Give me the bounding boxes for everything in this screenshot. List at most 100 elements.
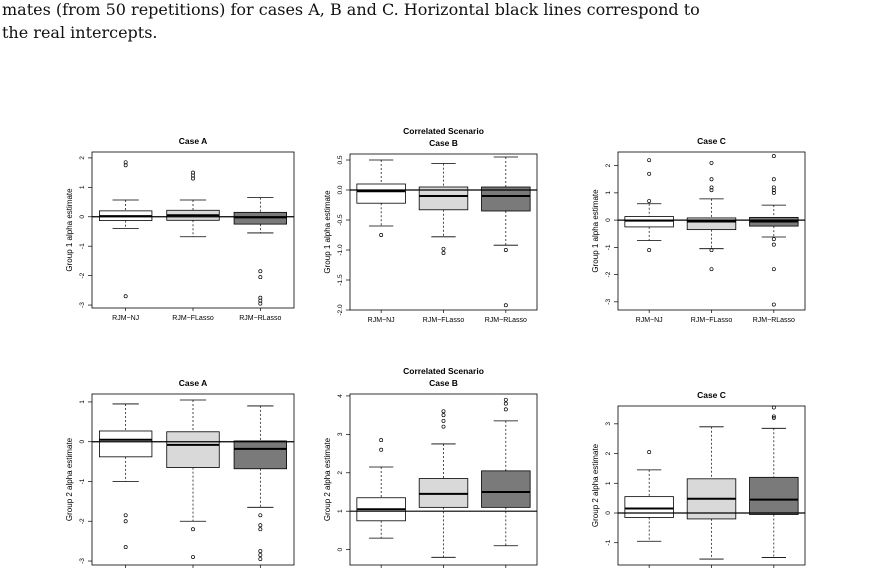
panel-5-outlier-1-3 (441, 409, 446, 414)
panel-3-outlier-0-1 (647, 199, 652, 203)
panel-6-outlier-2-1 (771, 414, 776, 419)
panel-1-x-tick-label-0: RJM−NJ (112, 315, 139, 322)
panel-3-y-tick-label-1: -2 (605, 271, 612, 277)
panel-2-y-axis-label: Group 1 alpha estimate (323, 190, 332, 274)
panel-3-y-tick-label-0: -3 (605, 299, 612, 305)
panel-6-y-tick-label-4: 3 (605, 422, 612, 426)
panel-2-box-0 (356, 183, 406, 204)
panel-3-x-tick-label-1: RJM−FLasso (691, 317, 733, 324)
panel-5-outlier-2-1 (503, 401, 508, 406)
panel-4-outlier-2-0 (258, 513, 263, 518)
panel-1-y-tick-label-2: -1 (79, 243, 86, 249)
panel-3-outlier-1-5 (709, 160, 714, 165)
panel-5-outlier-0-1 (379, 438, 384, 443)
figure-caption: mates (from 50 repetitions) for cases A,… (0, 0, 890, 70)
panel-2-title-line-1: Correlated Scenario (403, 126, 484, 136)
panel-3-outlier-2-3 (771, 302, 776, 307)
panel-3-box-0 (624, 216, 674, 228)
panel-5-y-axis-label: Group 2 alpha estimate (323, 437, 332, 521)
panel-1-outlier-0-0 (123, 294, 128, 299)
panel-1-outlier-2-1 (258, 275, 263, 280)
panel-4-box-0 (99, 430, 153, 458)
panel-1-x-tick-label-1: RJM−FLasso (172, 315, 214, 322)
panel-4-outlier-1-0 (191, 527, 195, 532)
panel-5-outlier-2-0 (503, 407, 508, 412)
panel-4-outlier-2-2 (258, 527, 263, 532)
panel-1-y-tick-label-4: 1 (79, 185, 86, 189)
panel-4-y-tick-label-2: -1 (79, 478, 86, 484)
panel-5-outlier-0-0 (379, 447, 384, 452)
panel-3-outlier-0-2 (647, 171, 652, 176)
panel-3-outlier-1-1 (709, 267, 714, 272)
panel-6-y-tick-label-1: 0 (605, 511, 612, 515)
panel-1-y-tick-label-0: -3 (79, 302, 86, 308)
panel-3-outlier-0-3 (647, 158, 652, 163)
panel-5-y-tick-label-3: 3 (337, 432, 344, 436)
panel-2-title: Case B (429, 138, 458, 148)
panel-5-y-tick-label-2: 2 (337, 471, 344, 475)
panel-4-outlier-2-4 (258, 553, 263, 558)
panel-6-outlier-2-2 (771, 405, 776, 410)
panel-4-outlier-0-1 (123, 519, 128, 524)
panel-2-outlier-2-0 (503, 248, 508, 252)
panel-4-box-1 (166, 431, 220, 468)
panel-5-y-tick-label-0: 0 (337, 547, 344, 551)
panel-4-outlier-2-3 (258, 549, 263, 554)
panel-1-y-tick-label-5: 2 (79, 156, 86, 160)
panel-2-y-tick-label-5: 0.5 (337, 155, 344, 164)
panel-1-y-tick-label-1: -2 (79, 272, 86, 278)
panel-2-outlier-2-1 (503, 303, 508, 308)
panel-3-outlier-2-7 (771, 177, 776, 182)
panel-4-y-tick-label-0: -3 (79, 558, 86, 564)
panel-3-outlier-2-0 (771, 237, 776, 242)
panel-2-y-tick-label-1: -1.5 (337, 274, 344, 286)
panel-1-outlier-2-4 (258, 301, 263, 306)
panel-3-title: Case C (697, 136, 726, 146)
panel-2-x-tick-label-2: RJM−RLasso (485, 317, 527, 324)
panel-2-outlier-0-0 (379, 233, 384, 237)
panel-2-y-tick-label-4: 0.0 (337, 185, 344, 194)
panel-6-y-tick-label-3: 2 (605, 451, 612, 455)
panel-5-y-tick-label-1: 1 (337, 509, 344, 513)
panel-3-outlier-2-2 (771, 267, 776, 272)
panel-3-outlier-1-0 (709, 248, 714, 253)
panel-4-outlier-2-5 (258, 557, 263, 561)
panel-2-outlier-1-0 (441, 246, 446, 251)
panel-5-box-2 (481, 470, 531, 508)
panel-2-x-tick-label-0: RJM−NJ (368, 317, 395, 324)
panel-4-y-tick-label-4: 1 (79, 400, 86, 404)
panel-4-outlier-1-1 (191, 555, 195, 559)
panel-3-outlier-1-3 (709, 185, 714, 190)
panel-3-y-axis-label: Group 1 alpha estimate (591, 189, 600, 273)
panel-5-y-tick-label-4: 4 (337, 394, 344, 398)
panel-3-outlier-2-4 (771, 190, 776, 195)
panel-5-outlier-1-0 (441, 424, 446, 429)
panel-2-outlier-1-1 (441, 251, 446, 255)
panel-6-title: Case C (697, 390, 726, 400)
panel-3-outlier-1-2 (709, 188, 714, 193)
panel-3-outlier-2-1 (771, 242, 776, 247)
panel-5-title: Case B (429, 378, 458, 388)
panel-4-plot-frame (91, 393, 295, 566)
panel-4-y-tick-label-3: 0 (79, 440, 86, 444)
panel-3-y-tick-label-5: 2 (605, 163, 612, 167)
panel-6-y-axis-label: Group 2 alpha estimate (591, 443, 600, 527)
panel-6-outlier-0-0 (647, 450, 652, 455)
panel-2-x-tick-label-1: RJM−FLasso (423, 317, 465, 324)
panel-2-box-2 (481, 186, 531, 212)
panel-1-y-axis-label: Group 1 alpha estimate (65, 188, 74, 272)
panel-1-outlier-0-2 (123, 160, 128, 165)
panel-5-outlier-2-2 (503, 397, 508, 402)
panel-6-y-tick-label-2: 1 (605, 481, 612, 485)
panel-3-box-1 (686, 217, 737, 231)
panel-2-y-tick-label-0: -2.0 (337, 304, 344, 316)
caption-line-1: mates (from 50 repetitions) for cases A,… (2, 0, 700, 19)
caption-line-2: the real intercepts. (2, 23, 158, 42)
panel-3-y-tick-label-3: 0 (605, 218, 612, 222)
panel-4-y-tick-label-1: -2 (79, 518, 86, 524)
panel-4-y-axis-label: Group 2 alpha estimate (65, 437, 74, 521)
panel-5-title-line-1: Correlated Scenario (403, 366, 484, 376)
panel-2-y-tick-label-3: -0.5 (337, 214, 344, 226)
panel-3-x-tick-label-2: RJM−RLasso (753, 317, 795, 324)
panel-4-box-2 (233, 440, 287, 470)
